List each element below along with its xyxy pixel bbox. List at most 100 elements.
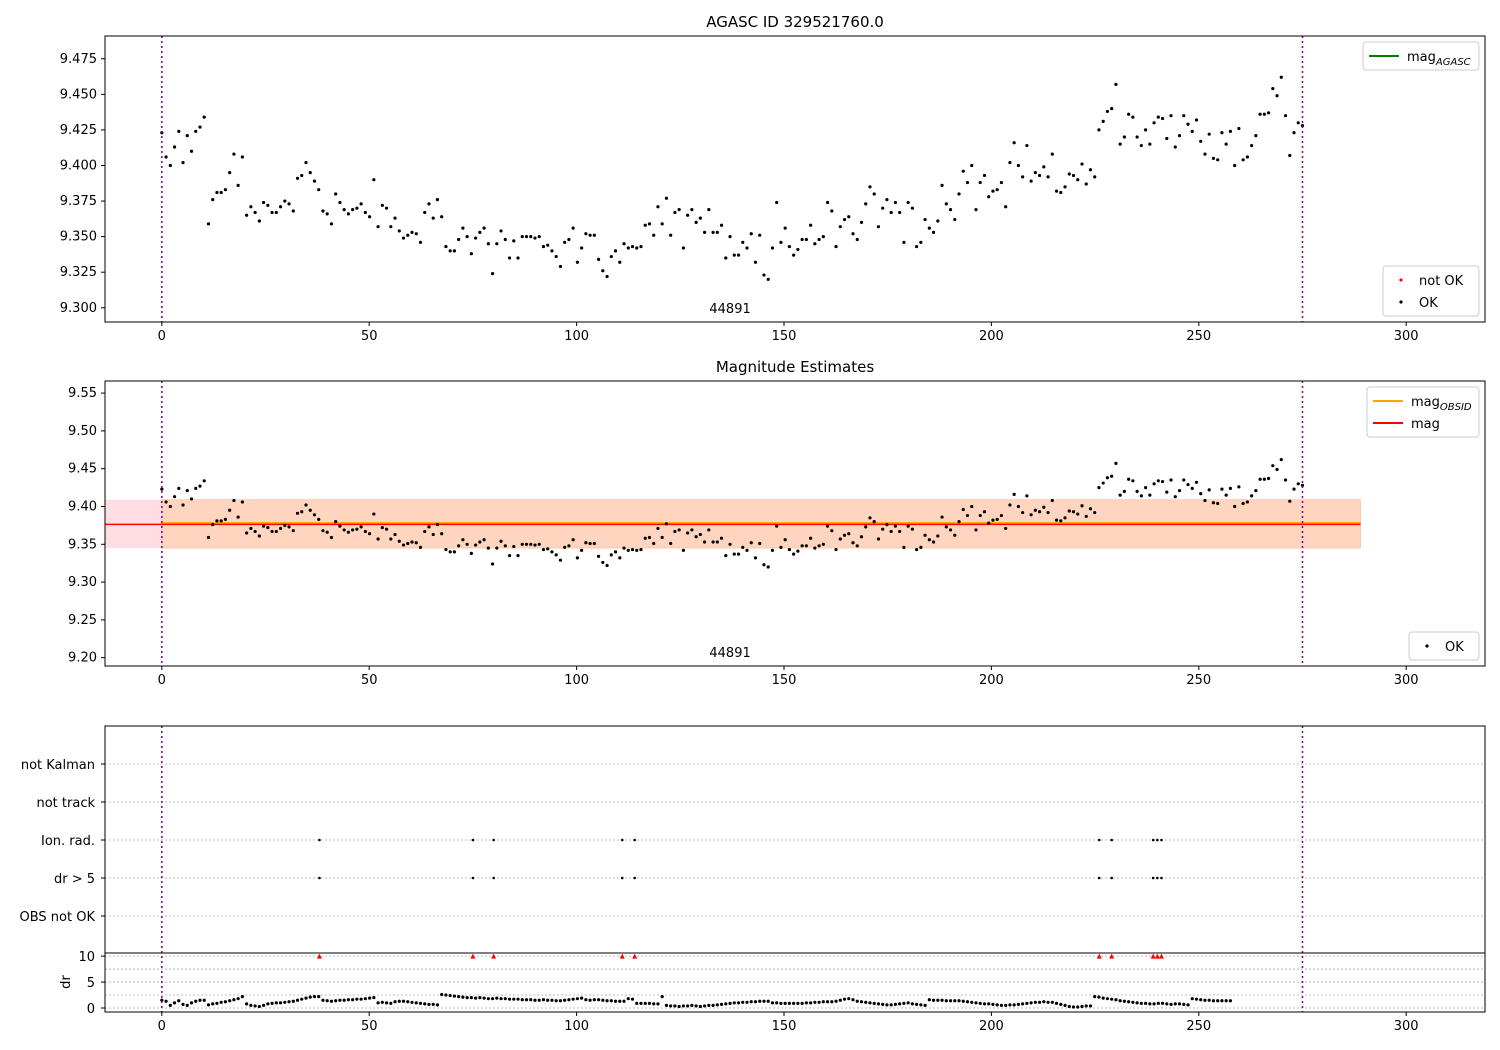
dr-point	[164, 999, 168, 1003]
data-point-ok	[1050, 152, 1054, 156]
data-point-ok	[168, 163, 172, 168]
data-point-ok	[351, 528, 355, 532]
legend-subscript: OBSID	[1440, 402, 1472, 413]
data-point-ok	[838, 537, 842, 541]
data-point-ok	[787, 244, 792, 249]
data-point-ok	[270, 529, 274, 534]
data-point-ok	[194, 486, 198, 490]
data-point-ok	[673, 210, 677, 215]
data-point-ok	[1033, 508, 1037, 512]
dr-point	[1211, 999, 1216, 1003]
data-point-ok	[902, 240, 906, 244]
data-point-ok	[580, 548, 584, 552]
data-point-ok	[991, 189, 995, 193]
dr-point	[613, 999, 618, 1003]
dr-point	[1088, 1004, 1093, 1008]
data-point-ok	[181, 503, 185, 507]
data-point-ok	[694, 220, 698, 224]
dr-point	[567, 998, 571, 1002]
data-point-ok	[414, 541, 418, 545]
data-point-ok	[859, 220, 864, 224]
data-point-ok	[970, 504, 974, 509]
data-point-ok	[1110, 474, 1114, 478]
dr-point	[885, 1003, 889, 1007]
data-point-ok	[1237, 485, 1241, 489]
data-point-ok	[211, 198, 215, 202]
data-point-ok	[1199, 139, 1203, 143]
dr-point	[351, 998, 355, 1002]
data-point-ok	[524, 235, 529, 239]
data-point-ok	[465, 235, 469, 239]
data-point-ok	[1216, 158, 1220, 162]
data-point-ok	[923, 533, 927, 537]
data-point-ok	[927, 538, 931, 542]
data-point-ok	[1173, 495, 1177, 499]
legend-point-swatch	[1399, 300, 1403, 304]
data-point-ok	[766, 277, 770, 281]
data-point-ok	[1152, 482, 1156, 486]
dr-tick-label: 0	[87, 1002, 95, 1017]
dr-point	[957, 999, 961, 1003]
data-point-ok	[1250, 494, 1254, 498]
data-point-ok	[1143, 485, 1148, 490]
dr-point	[592, 998, 596, 1002]
dr-point	[1173, 1002, 1177, 1006]
dr-point	[626, 997, 630, 1001]
data-point-ok	[978, 180, 982, 185]
data-point-ok	[253, 210, 257, 215]
data-point-ok	[643, 223, 647, 227]
dr-point	[825, 1000, 830, 1004]
dr-point	[1080, 1004, 1084, 1009]
data-point-ok	[448, 550, 452, 554]
dr-point	[1148, 1002, 1152, 1006]
dr-point	[1194, 997, 1199, 1001]
data-point-ok	[308, 508, 312, 512]
data-point-ok	[202, 115, 206, 119]
data-point-ok	[1131, 115, 1135, 119]
legend-line-label: mag	[1411, 417, 1440, 432]
data-point-ok	[622, 242, 626, 246]
data-point-ok	[800, 544, 804, 548]
flag-point	[1156, 876, 1159, 880]
data-point-ok	[1033, 170, 1037, 175]
data-point-ok	[1067, 509, 1071, 513]
data-point-ok	[372, 178, 376, 182]
dr-axis-label: dr	[59, 975, 74, 989]
data-point-ok	[855, 544, 859, 548]
dr-point	[647, 1001, 652, 1005]
dr-point	[270, 1001, 274, 1005]
data-point-ok	[1220, 131, 1224, 135]
dr-point	[762, 999, 766, 1003]
data-point-ok	[630, 244, 635, 249]
data-point-ok	[792, 253, 796, 257]
data-point-ok	[915, 547, 919, 552]
dr-point	[652, 1002, 656, 1006]
dr-point	[1059, 1002, 1063, 1006]
data-point-ok	[775, 524, 779, 528]
data-point-ok	[1063, 516, 1067, 520]
dr-point	[308, 995, 312, 999]
x-tick-label: 300	[1394, 673, 1419, 688]
data-point-ok	[719, 536, 724, 540]
data-point-ok	[283, 523, 287, 527]
data-point-ok	[389, 225, 393, 229]
data-point-ok	[1216, 501, 1220, 506]
dr-point	[821, 1000, 825, 1004]
dr-point	[440, 992, 444, 997]
dr-point	[1025, 1001, 1029, 1005]
data-point-ok	[936, 534, 940, 538]
data-point-ok	[1122, 489, 1126, 493]
data-point-ok	[609, 254, 613, 259]
dr-point	[359, 997, 363, 1001]
data-point-ok	[669, 541, 673, 546]
data-point-ok	[1283, 478, 1288, 482]
data-point-ok	[567, 237, 571, 242]
data-point-ok	[732, 552, 736, 556]
dr-point	[185, 1003, 189, 1008]
data-point-ok	[732, 253, 736, 257]
data-point-ok	[931, 540, 936, 544]
data-point-ok	[1194, 480, 1199, 484]
dr-clipped-marker	[316, 953, 322, 959]
dr-point	[698, 1004, 702, 1009]
dr-point	[758, 999, 762, 1003]
